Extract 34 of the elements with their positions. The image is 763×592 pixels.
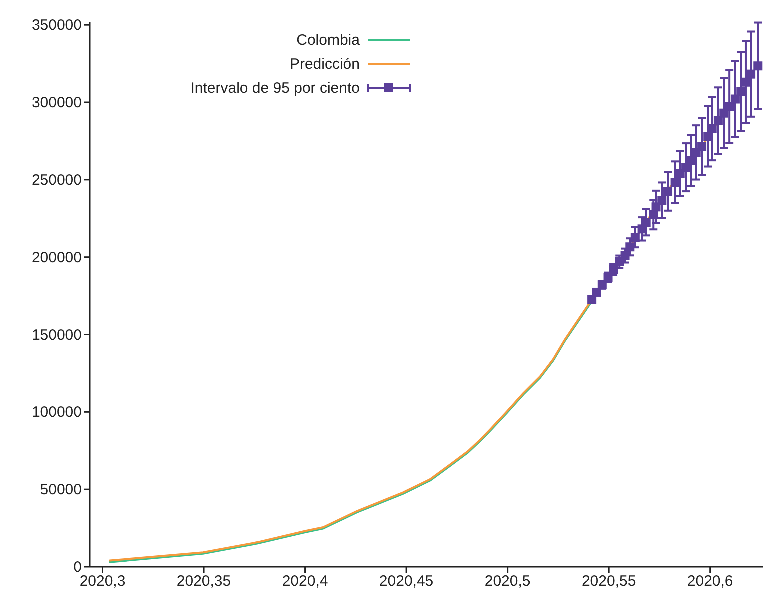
legend-label: Intervalo de 95 por ciento <box>190 80 360 97</box>
point <box>658 196 667 206</box>
x-tick-label: 2020,45 <box>379 573 434 590</box>
point <box>630 233 640 242</box>
x-tick-label: 2020,55 <box>582 573 636 590</box>
point <box>714 116 723 126</box>
legend-label: Colombia <box>296 32 361 49</box>
x-tick-label: 2020,4 <box>282 573 328 590</box>
point <box>736 87 746 96</box>
legend-label: Predicción <box>290 56 360 73</box>
point <box>754 62 763 71</box>
y-tick-label: 0 <box>74 559 82 576</box>
point <box>592 288 602 297</box>
point <box>741 78 750 87</box>
x-tick-label: 2020,3 <box>80 573 126 590</box>
x-tick-label: 2020,35 <box>176 573 232 590</box>
point <box>698 142 707 152</box>
point <box>725 102 734 112</box>
y-tick-label: 250000 <box>32 172 82 189</box>
point <box>588 295 597 304</box>
y-tick-label: 50000 <box>40 482 82 499</box>
point <box>664 187 673 196</box>
y-tick-label: 200000 <box>32 249 82 266</box>
point <box>746 70 756 79</box>
x-tick-label: 2020,6 <box>687 573 734 590</box>
y-tick-label: 350000 <box>32 17 82 34</box>
x-tick-label: 2020,5 <box>484 573 531 590</box>
point <box>720 108 729 118</box>
point <box>626 242 635 252</box>
y-tick-label: 150000 <box>32 326 82 344</box>
point <box>670 178 680 188</box>
y-tick-label: 300000 <box>32 94 82 112</box>
y-tick-label: 100000 <box>32 404 82 422</box>
point <box>730 94 740 104</box>
